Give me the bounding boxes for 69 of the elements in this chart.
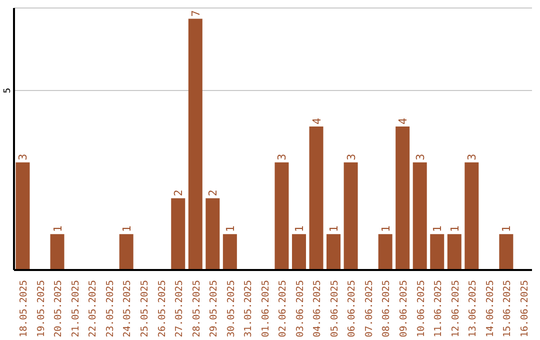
x-tick-label: 23.05.2025 (104, 280, 116, 338)
data-label: 1 (51, 225, 64, 232)
data-label: 1 (224, 225, 237, 232)
data-label: 1 (448, 225, 462, 232)
data-label: 1 (120, 225, 134, 232)
x-tick-label: 19.05.2025 (36, 280, 47, 338)
bar (16, 162, 30, 270)
x-tick-label: 13.06.2025 (468, 280, 479, 338)
data-label: 3 (16, 154, 30, 160)
x-tick-label: 04.06.2025 (312, 280, 324, 338)
bar (309, 126, 324, 270)
bar (292, 234, 306, 270)
x-tick-label: 18.05.2025 (18, 280, 30, 338)
bar (326, 234, 341, 270)
data-label: 1 (431, 225, 444, 232)
x-tick-label: 20.05.2025 (53, 280, 64, 338)
data-label: 3 (344, 154, 358, 160)
x-tick-label: 02.06.2025 (278, 280, 289, 338)
data-label: 7 (189, 10, 202, 17)
x-tick-label: 05.06.2025 (329, 280, 340, 338)
data-label: 1 (328, 225, 341, 232)
bar (50, 234, 64, 270)
bar (188, 18, 202, 270)
x-tick-label: 28.05.2025 (191, 280, 202, 338)
y-tick-label: 5 (3, 88, 13, 94)
bar (222, 234, 237, 270)
x-tick-label: 16.06.2025 (519, 280, 530, 338)
bar (344, 162, 358, 270)
x-tick-label: 31.05.2025 (243, 280, 254, 338)
bar (412, 162, 427, 270)
data-label: 1 (292, 225, 306, 232)
x-tick-label: 11.06.2025 (433, 280, 444, 338)
bar (171, 198, 186, 270)
bar (274, 162, 289, 270)
bar (464, 162, 479, 270)
data-label: 1 (500, 225, 514, 232)
bar (119, 234, 134, 270)
x-tick-label: 10.06.2025 (416, 280, 427, 338)
x-tick-label: 26.05.2025 (156, 280, 168, 338)
data-label: 1 (379, 225, 392, 232)
x-tick-label: 30.05.2025 (226, 280, 237, 338)
bar (206, 198, 220, 270)
data-label: 2 (172, 190, 186, 196)
bar (447, 234, 462, 270)
x-tick-label: 08.06.2025 (381, 280, 392, 338)
bar (499, 234, 514, 270)
x-tick-label: 24.05.2025 (122, 280, 134, 338)
data-label: 2 (206, 190, 220, 196)
x-tick-label: 21.05.2025 (70, 280, 82, 338)
x-tick-label: 15.06.2025 (502, 280, 514, 338)
x-tick-label: 29.05.2025 (208, 280, 220, 338)
x-tick-label: 27.05.2025 (174, 280, 186, 338)
data-label: 3 (414, 154, 427, 160)
data-label: 4 (396, 117, 410, 124)
bar (430, 234, 444, 270)
x-tick-label: 06.06.2025 (346, 280, 358, 338)
x-tick-label: 07.06.2025 (364, 280, 375, 338)
x-tick-label: 14.06.2025 (484, 280, 496, 338)
x-tick-label: 01.06.2025 (260, 280, 272, 338)
bar (378, 234, 392, 270)
x-tick-label: 12.06.2025 (450, 280, 462, 338)
x-tick-label: 03.06.2025 (294, 280, 306, 338)
x-tick-label: 09.06.2025 (398, 280, 410, 338)
bar (396, 126, 410, 270)
x-tick-label: 25.05.2025 (140, 280, 150, 338)
x-tick-label: 22.05.2025 (88, 280, 99, 338)
data-label: 3 (466, 154, 479, 160)
data-label: 3 (276, 154, 289, 160)
data-label: 4 (310, 117, 324, 124)
